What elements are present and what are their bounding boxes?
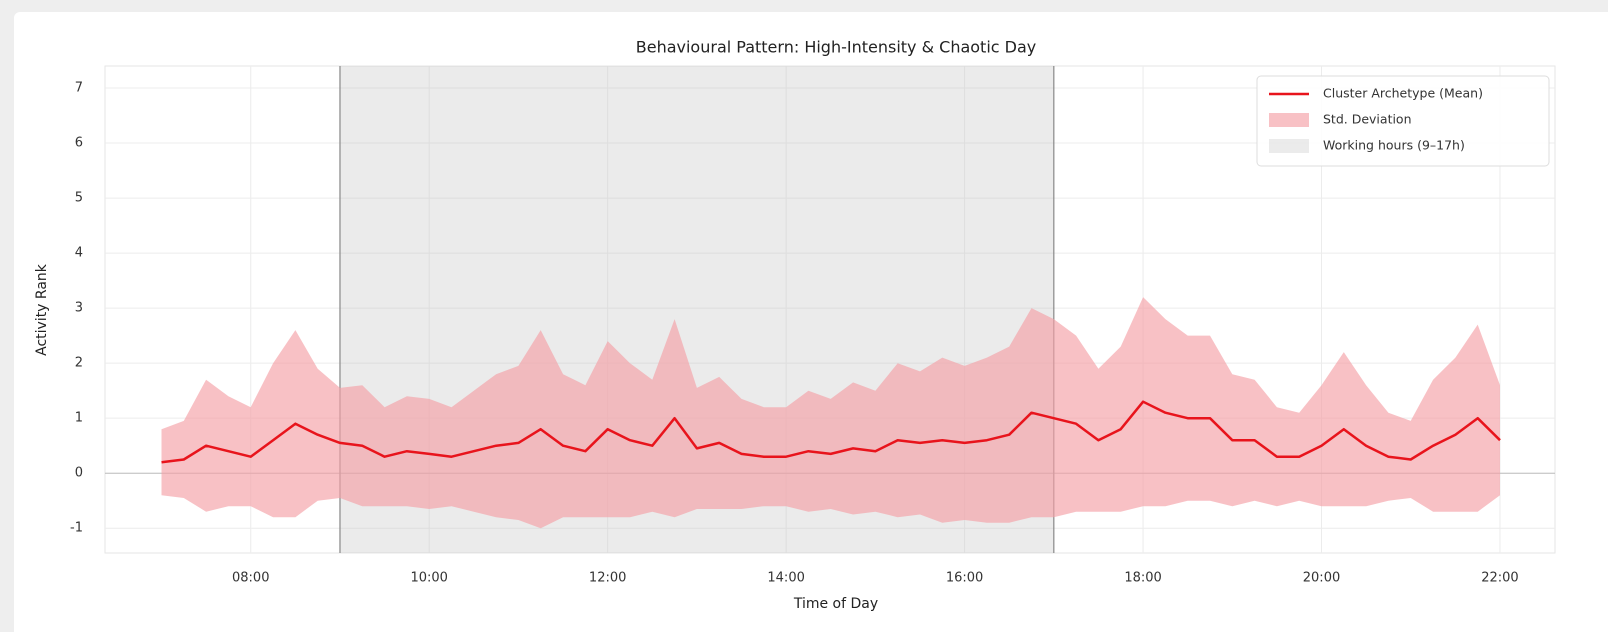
y-tick-label: 4: [75, 246, 83, 261]
legend-swatch: [1269, 113, 1309, 127]
legend-label: Std. Deviation: [1323, 112, 1412, 127]
y-tick-label: 5: [75, 191, 83, 206]
x-axis-label: Time of Day: [793, 596, 878, 612]
std-band: [161, 297, 1500, 529]
legend-label: Working hours (9–17h): [1323, 138, 1465, 153]
x-tick-label: 12:00: [589, 571, 626, 586]
y-tick-label: 0: [75, 466, 83, 481]
y-tick-label: -1: [70, 521, 83, 536]
legend-box: [1256, 75, 1550, 167]
x-tick-label: 20:00: [1303, 571, 1340, 586]
x-tick-label: 22:00: [1481, 571, 1518, 586]
y-tick-label: 1: [75, 411, 83, 426]
x-tick-label: 14:00: [767, 571, 804, 586]
y-tick-label: 7: [75, 81, 83, 96]
mean-line: [161, 400, 1501, 464]
x-tick-label: 08:00: [232, 571, 269, 586]
x-tick-label: 18:00: [1124, 571, 1161, 586]
x-tick-label: 16:00: [946, 571, 983, 586]
legend: Cluster Archetype (Mean) Std. Deviation Wo…: [1256, 75, 1550, 167]
legend-swatch: [1269, 139, 1309, 153]
legend-label: Cluster Archetype (Mean): [1323, 86, 1483, 101]
chart-title: Behavioural Pattern: High-Intensity & Ch…: [636, 38, 1037, 57]
y-tick-label: 2: [75, 356, 83, 371]
y-tick-label: 6: [75, 136, 83, 151]
x-tick-label: 10:00: [410, 571, 447, 586]
y-axis-label: Activity Rank: [34, 263, 50, 356]
y-tick-label: 3: [75, 301, 83, 316]
